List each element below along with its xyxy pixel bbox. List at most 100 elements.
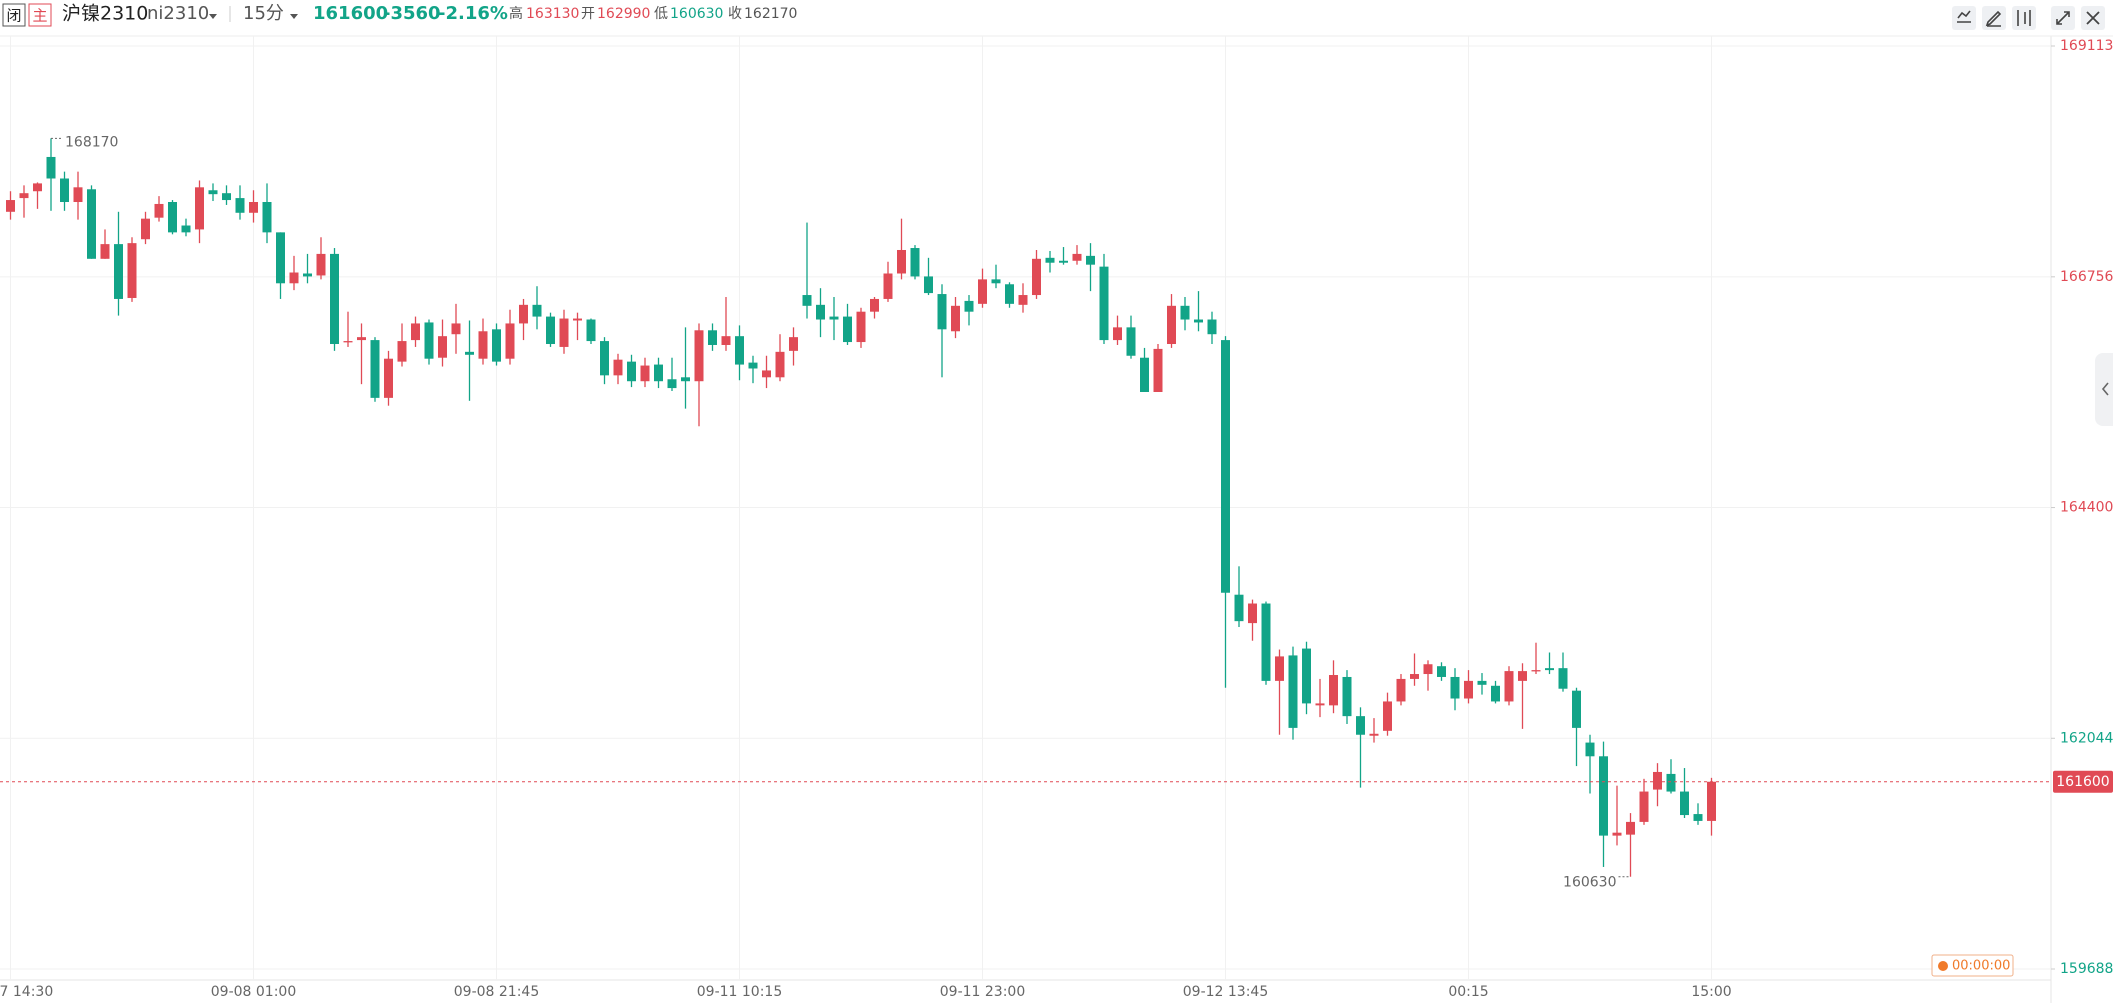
countdown-box — [1931, 954, 2014, 977]
candle-body — [1518, 671, 1527, 681]
x-tick-label: 09-11 10:15 — [697, 984, 782, 1000]
candle-body — [1464, 680, 1473, 699]
candle-body — [613, 359, 623, 376]
low-label: 160630 — [1563, 875, 1616, 891]
candle-body — [1396, 678, 1406, 702]
current-price-label: 161600 — [2056, 774, 2109, 790]
candle-body — [856, 311, 866, 343]
main-badge[interactable]: 主 — [32, 7, 47, 25]
candle-body — [424, 322, 434, 359]
candle-body — [735, 336, 744, 365]
candle-body — [1315, 703, 1325, 706]
candle-body — [978, 279, 987, 304]
candle-body — [1369, 733, 1379, 736]
candle-body — [370, 340, 380, 398]
candle-body — [505, 323, 515, 359]
candle-body — [1531, 670, 1541, 672]
candle-body — [1167, 305, 1176, 345]
candle-body — [1356, 716, 1365, 735]
current-price-box — [2053, 770, 2113, 793]
candle-body — [843, 316, 852, 343]
y-tick-label: 162044 — [2060, 730, 2113, 746]
indicator-button[interactable] — [1952, 6, 1976, 30]
candle-body — [478, 331, 488, 359]
style-button[interactable] — [2012, 6, 2036, 30]
candle-body — [748, 362, 758, 369]
candle-body — [168, 202, 177, 233]
countdown-icon — [1938, 961, 1948, 971]
draw-icon — [1985, 10, 2002, 27]
candle-body — [6, 200, 15, 212]
fullscreen-icon — [2056, 11, 2070, 25]
candle-body — [1639, 791, 1649, 822]
candle-body — [1599, 756, 1608, 836]
candle-body — [1059, 260, 1068, 263]
candle-body — [1248, 603, 1257, 624]
candle-body — [870, 298, 879, 312]
candle-body — [897, 249, 906, 274]
y-tick-label: 164400 — [2060, 500, 2113, 516]
price-change: -3560 — [383, 3, 441, 24]
candle-body — [924, 276, 933, 294]
low-label: 低 — [654, 6, 668, 22]
candle-body — [289, 272, 299, 284]
candle-body — [951, 305, 960, 332]
candle-body — [1666, 773, 1676, 792]
code-dropdown[interactable] — [209, 14, 217, 19]
candle-body — [114, 244, 123, 299]
side-panel-chevron — [2101, 382, 2109, 396]
y-tick-label: 159688 — [2060, 961, 2113, 977]
close-icon — [2086, 11, 2100, 25]
open-value: 162990 — [597, 6, 650, 22]
candle-body — [1275, 656, 1284, 681]
candle-body — [600, 341, 609, 376]
candle-body — [1086, 255, 1095, 265]
candle-body — [60, 178, 69, 203]
candle-body — [1302, 648, 1311, 704]
candle-body — [1018, 295, 1028, 305]
candle-body — [397, 341, 407, 362]
overlay: 168170 160630 161600 — [0, 134, 2113, 891]
candle-body — [1140, 357, 1149, 392]
candle-body — [1653, 771, 1662, 790]
candle-body — [330, 253, 339, 345]
close-value: 162170 — [744, 6, 797, 22]
candle-body — [1261, 603, 1271, 681]
period[interactable]: 15分 — [243, 3, 284, 24]
candle-body — [1680, 791, 1689, 816]
period-dropdown[interactable] — [290, 14, 298, 19]
candle-body — [1585, 742, 1595, 757]
candle-body — [1693, 814, 1703, 821]
style-icon — [2017, 10, 2031, 26]
candle-body — [87, 189, 96, 259]
candle-body — [789, 337, 798, 351]
candle-body — [438, 336, 447, 358]
candle-body — [451, 323, 461, 335]
x-tick-label: 15:00 — [1691, 984, 1731, 1000]
candle-body — [46, 156, 56, 179]
candle-body — [262, 202, 272, 233]
candle-body — [1180, 305, 1190, 320]
candle-body — [1383, 701, 1392, 731]
candle-body — [1612, 832, 1622, 836]
candle-body — [883, 273, 893, 299]
instrument-code[interactable]: ni2310 — [147, 3, 209, 24]
candle-body — [1410, 674, 1419, 679]
candle-body — [559, 318, 569, 347]
candle-body — [640, 365, 650, 382]
candle-body — [343, 341, 353, 343]
candle-body — [1288, 655, 1298, 728]
candle-body — [181, 225, 191, 233]
candle-body — [1707, 781, 1716, 821]
candle-body — [19, 193, 29, 199]
high-value: 163130 — [526, 6, 579, 22]
candle-body — [991, 279, 1001, 284]
candle-body — [708, 330, 717, 345]
candle-body — [816, 304, 825, 320]
candle-body — [1153, 348, 1163, 392]
candle-body — [1423, 664, 1433, 675]
candle-body — [1491, 685, 1500, 702]
main-badge-box[interactable] — [28, 3, 52, 27]
candle-body — [1126, 327, 1136, 356]
